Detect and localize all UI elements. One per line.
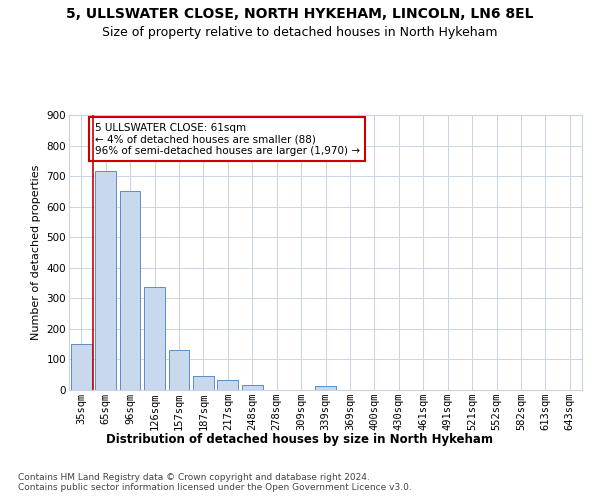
Bar <box>169 350 190 390</box>
Bar <box>95 171 116 390</box>
Text: Distribution of detached houses by size in North Hykeham: Distribution of detached houses by size … <box>107 432 493 446</box>
Bar <box>71 344 92 390</box>
Text: 5 ULLSWATER CLOSE: 61sqm
← 4% of detached houses are smaller (88)
96% of semi-de: 5 ULLSWATER CLOSE: 61sqm ← 4% of detache… <box>95 122 359 156</box>
Bar <box>315 386 336 390</box>
Bar <box>193 376 214 390</box>
Text: 5, ULLSWATER CLOSE, NORTH HYKEHAM, LINCOLN, LN6 8EL: 5, ULLSWATER CLOSE, NORTH HYKEHAM, LINCO… <box>66 8 534 22</box>
Y-axis label: Number of detached properties: Number of detached properties <box>31 165 41 340</box>
Bar <box>144 287 165 390</box>
Text: Size of property relative to detached houses in North Hykeham: Size of property relative to detached ho… <box>102 26 498 39</box>
Bar <box>242 386 263 390</box>
Text: Contains HM Land Registry data © Crown copyright and database right 2024.
Contai: Contains HM Land Registry data © Crown c… <box>18 472 412 492</box>
Bar <box>119 192 140 390</box>
Bar <box>217 380 238 390</box>
